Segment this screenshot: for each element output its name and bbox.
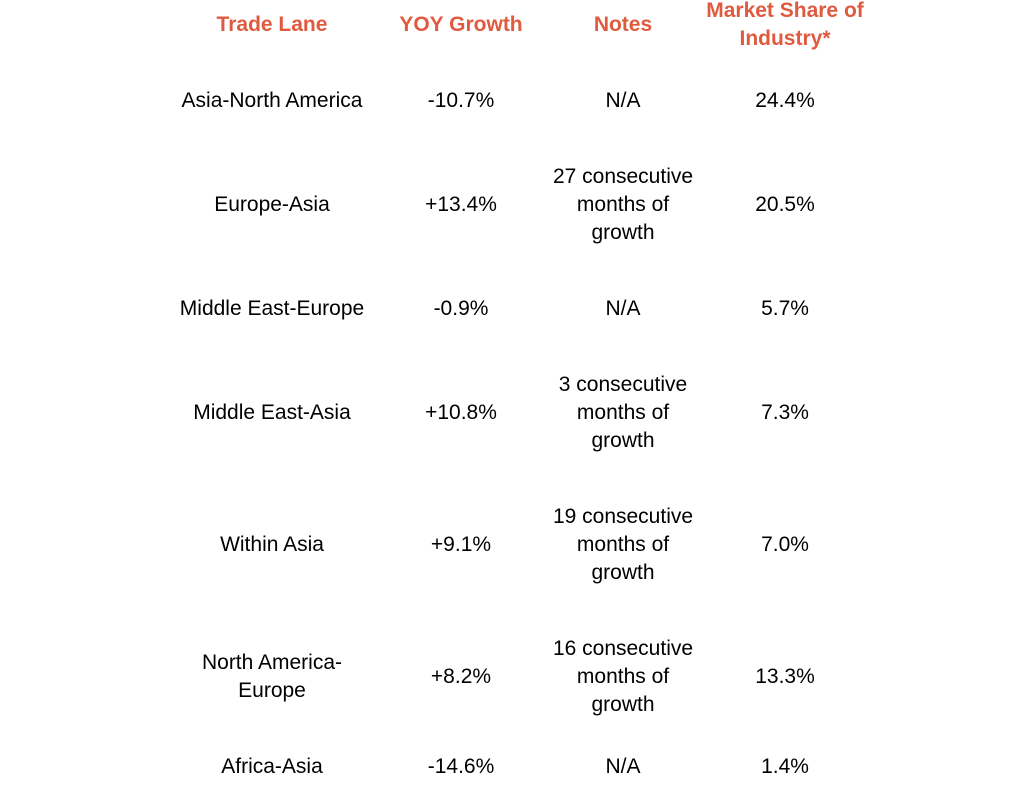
cell-notes: 19 consecutive months of growth	[552, 505, 694, 584]
cell-yoy: -14.6%	[427, 755, 495, 778]
header-notes: Notes	[593, 13, 653, 36]
cell-yoy: +8.2%	[430, 665, 492, 688]
cell-notes: 16 consecutive months of growth	[552, 637, 694, 716]
cell-lane: Middle East-Europe	[179, 297, 365, 320]
cell-share: 24.4%	[755, 89, 815, 112]
cell-yoy: -10.7%	[427, 89, 495, 112]
cell-notes: N/A	[605, 755, 641, 778]
cell-share: 13.3%	[755, 665, 815, 688]
header-yoy-growth: YOY Growth	[399, 13, 523, 36]
cell-notes: N/A	[605, 89, 641, 112]
cell-share: 20.5%	[755, 193, 815, 216]
cell-yoy: -0.9%	[433, 297, 489, 320]
cell-yoy: +10.8%	[425, 401, 497, 424]
cell-share: 5.7%	[761, 297, 809, 320]
cell-lane: North America-Europe	[201, 651, 343, 702]
cell-notes: 3 consecutive months of growth	[558, 373, 688, 452]
cell-share: 7.3%	[761, 401, 809, 424]
cell-share: 1.4%	[761, 755, 809, 778]
cell-lane: Within Asia	[220, 533, 324, 556]
header-trade-lane: Trade Lane	[216, 13, 328, 36]
cell-lane: Europe-Asia	[214, 193, 330, 216]
cell-yoy: +13.4%	[425, 193, 497, 216]
cell-notes: 27 consecutive months of growth	[552, 165, 694, 244]
cell-yoy: +9.1%	[430, 533, 492, 556]
header-market-share: Market Share of Industry*	[706, 0, 864, 50]
cell-notes: N/A	[605, 297, 641, 320]
cell-lane: Middle East-Asia	[193, 401, 351, 424]
cell-lane: Africa-Asia	[221, 755, 323, 778]
cell-share: 7.0%	[761, 533, 809, 556]
cell-lane: Asia-North America	[181, 89, 363, 112]
